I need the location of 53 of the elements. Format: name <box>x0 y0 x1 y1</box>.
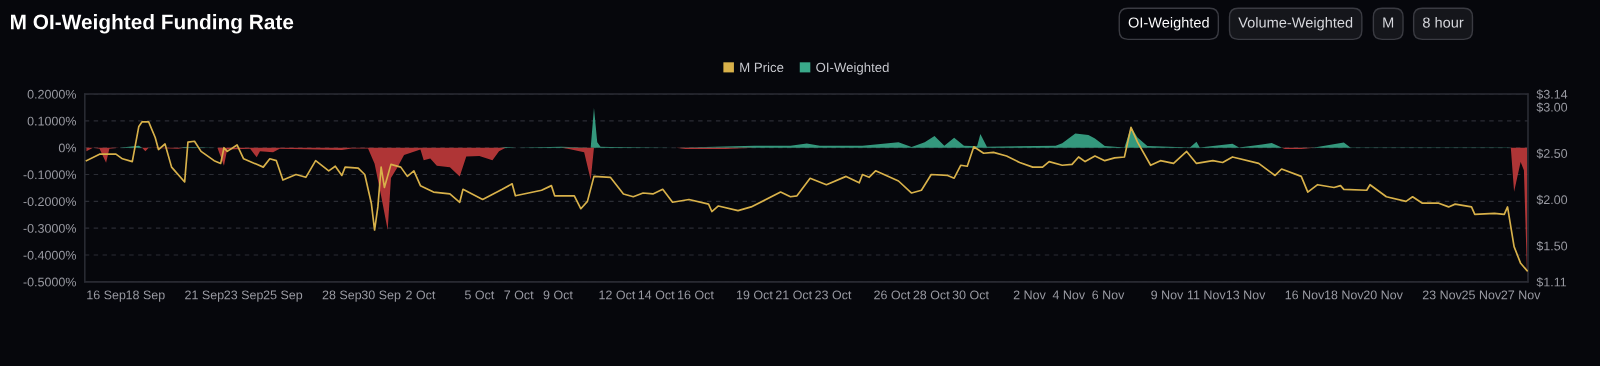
x-tick-label: 2 Nov <box>1013 290 1046 300</box>
x-tick-label: 11 Nov <box>1187 290 1226 300</box>
x-tick-label: 16 Sep <box>87 290 126 302</box>
x-tick-label: 28 Oct <box>913 290 950 300</box>
y2-tick-label: $2.50 <box>1536 148 1568 159</box>
x-tick-label: 23 Oct <box>815 290 852 300</box>
text: 8 hour <box>1423 16 1464 28</box>
x-tick-label: 12 Oct <box>599 290 636 300</box>
x-tick-label: 23 Sep <box>224 290 263 302</box>
y2-tick-label: $1.11 <box>1536 277 1567 288</box>
y-tick-label: -0.2000% <box>23 197 77 206</box>
x-tick-label: 9 Oct <box>543 290 573 300</box>
x-tick-label: 6 Nov <box>1092 290 1125 300</box>
x-tick-label: 16 Oct <box>678 290 714 300</box>
legend-label: OI-Weighted <box>816 62 889 75</box>
x-tick-label: 9 Nov <box>1151 290 1184 300</box>
x-tick-label: 20 Nov <box>1363 290 1403 300</box>
x-tick-label: 26 Oct <box>874 290 911 300</box>
text: Volume-Weighted <box>1238 16 1353 31</box>
x-tick-label: 13 Nov <box>1226 290 1266 300</box>
text: OI-Weighted <box>1128 16 1209 31</box>
x-tick-label: 18 Sep <box>126 290 165 302</box>
y-tick-label: -0.5000% <box>23 277 77 287</box>
text: M <box>1383 17 1394 28</box>
x-tick-label: 4 Nov <box>1052 290 1086 300</box>
y2-tick-label: $3.14 <box>1536 89 1568 100</box>
chart-title: M OI-Weighted Funding Rate <box>10 14 294 34</box>
legend-label: M Price <box>740 62 784 73</box>
y-tick-label: 0.1000% <box>27 116 77 126</box>
x-tick-label: 5 Oct <box>464 290 495 300</box>
x-tick-label: 19 Oct <box>736 290 773 300</box>
y-tick-label: 0% <box>58 143 77 153</box>
x-tick-label: 16 Nov <box>1285 290 1325 300</box>
y-tick-label: -0.1000% <box>23 170 77 180</box>
x-tick-label: 30 Oct <box>952 290 989 300</box>
x-tick-label: 25 Sep <box>263 290 303 302</box>
x-tick-label: 2 Oct <box>406 290 436 300</box>
y2-tick-label: $3.00 <box>1536 102 1568 113</box>
x-tick-label: 23 Nov <box>1422 290 1462 300</box>
x-tick-label: 21 Oct <box>775 290 813 300</box>
y-tick-label: -0.3000% <box>23 223 77 233</box>
y2-tick-label: $1.50 <box>1536 241 1568 252</box>
y-tick-label: 0.2000% <box>27 89 77 99</box>
x-tick-label: 28 Sep <box>322 290 362 302</box>
y-tick-label: -0.4000% <box>23 250 77 260</box>
y2-tick-label: $2.00 <box>1536 194 1568 205</box>
x-tick-label: 30 Sep <box>361 290 401 302</box>
x-tick-label: 7 Oct <box>504 290 534 300</box>
x-tick-label: 18 Nov <box>1324 290 1364 300</box>
x-tick-label: 14 Oct <box>638 290 675 300</box>
x-tick-label: 27 Nov <box>1501 290 1541 300</box>
x-tick-label: 21 Sep <box>185 290 224 302</box>
x-tick-label: 25 Nov <box>1462 290 1502 300</box>
